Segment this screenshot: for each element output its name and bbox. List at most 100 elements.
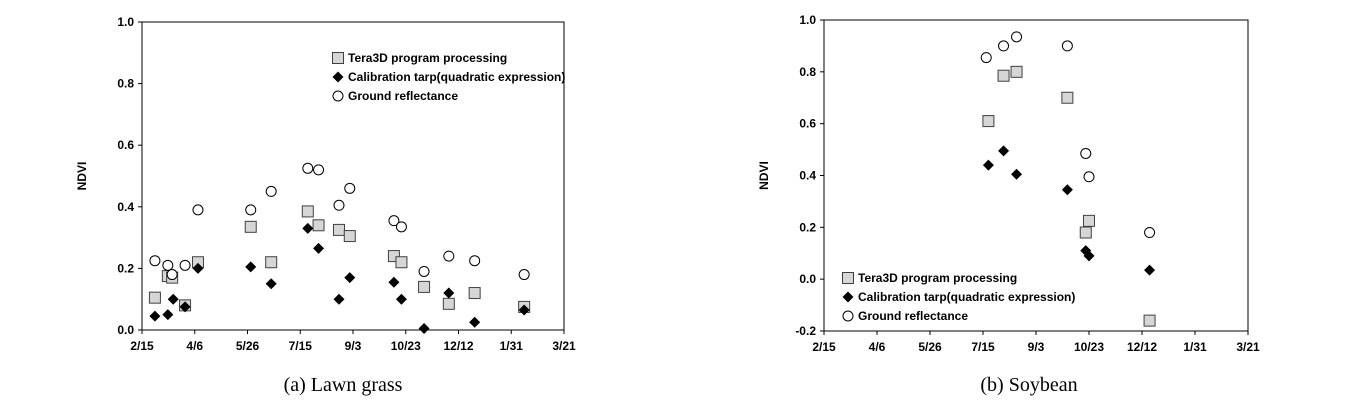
data-point-square [1143, 314, 1156, 327]
y-tick-label: 0.2 [799, 220, 816, 234]
x-tick-label: 5/26 [236, 339, 260, 353]
data-point-circle [418, 265, 430, 277]
data-point-circle [998, 40, 1010, 52]
legend-marker-circle [842, 310, 854, 322]
y-tick-label: 0.6 [117, 138, 134, 152]
legend-label: Tera3D program processing [858, 271, 1017, 285]
data-point-circle [192, 204, 204, 216]
data-point-diamond [1144, 264, 1156, 276]
x-tick-label: 5/26 [918, 340, 942, 354]
y-axis-title: NDVI [75, 162, 89, 191]
data-point-diamond [344, 272, 356, 284]
legend-marker-diamond [842, 291, 854, 303]
data-point-circle [518, 269, 530, 281]
data-point-diamond [388, 276, 400, 288]
data-point-diamond [443, 287, 455, 299]
data-point-diamond [313, 242, 325, 254]
legend: Tera3D program processing Calibration tar… [332, 51, 565, 103]
data-point-diamond [1061, 184, 1073, 196]
series-circle [149, 162, 530, 281]
data-point-circle [1011, 31, 1023, 43]
data-point-circle [1080, 147, 1092, 159]
data-point-diamond [395, 293, 407, 305]
data-point-circle [149, 255, 161, 267]
data-point-square [1010, 65, 1023, 78]
data-point-square [301, 205, 314, 218]
legend-marker-square [332, 52, 344, 64]
x-tick-label: 4/6 [869, 340, 886, 354]
plot-frame [141, 21, 565, 331]
data-point-circle [395, 221, 407, 233]
caption-soybean: (b) Soybean [980, 374, 1078, 396]
data-point-square [333, 223, 346, 236]
y-tick-label: 0.0 [117, 323, 134, 337]
legend-marker-circle [332, 90, 344, 102]
data-point-square [312, 219, 325, 232]
x-tick-label: 12/12 [1127, 340, 1157, 354]
data-point-square [1083, 214, 1095, 227]
data-point-circle [388, 215, 400, 227]
y-tick-label: 0.2 [117, 261, 134, 275]
x-tick-label: 3/21 [1236, 340, 1260, 354]
data-point-circle [443, 250, 455, 262]
legend-label: Calibration tarp(quadratic expression) [348, 70, 565, 84]
series-circle [980, 31, 1156, 239]
data-point-square [244, 220, 257, 233]
y-tick-label: 0.6 [799, 117, 816, 131]
data-point-square [982, 115, 995, 128]
data-point-square [468, 287, 481, 300]
y-tick-label: 0.4 [799, 169, 816, 183]
data-point-circle [469, 255, 481, 267]
x-tick-label: 9/3 [345, 339, 362, 353]
data-point-square [442, 297, 455, 310]
x-tick-label: 12/12 [443, 339, 473, 353]
x-tick-label: 10/23 [1074, 340, 1104, 354]
data-point-circle [344, 182, 356, 194]
data-point-square [418, 280, 431, 293]
y-tick-label: 0.4 [117, 200, 134, 214]
legend-label: Tera3D program processing [348, 51, 507, 65]
data-point-diamond [245, 261, 257, 273]
x-tick-label: 7/15 [971, 340, 995, 354]
data-point-circle [166, 269, 178, 281]
series-diamond [149, 222, 530, 334]
x-tick-label: 1/31 [500, 339, 524, 353]
legend-label: Calibration tarp(quadratic expression) [858, 290, 1075, 304]
data-point-diamond [998, 145, 1010, 157]
caption-lawn-grass: (a) Lawn grass [283, 374, 403, 396]
data-point-diamond [333, 293, 345, 305]
y-tick-label: 0.8 [799, 65, 816, 79]
data-point-circle [313, 164, 325, 176]
data-point-diamond [149, 310, 161, 322]
chart-panel-soybean: -0.2 0.0 0.2 0.4 0.6 0.8 1.0 2/15 4/6 5/26 7/15 9/3… [686, 0, 1372, 414]
data-point-square [1061, 91, 1074, 104]
data-point-diamond [982, 159, 994, 171]
series-diamond [982, 145, 1156, 276]
data-point-square [343, 230, 356, 243]
legend-marker-diamond [332, 71, 344, 83]
legend-label: Ground reflectance [348, 89, 458, 103]
data-point-diamond [302, 222, 314, 234]
data-point-square [1079, 226, 1092, 239]
data-point-square [265, 256, 278, 269]
series-square [982, 65, 1156, 327]
data-point-diamond [1080, 245, 1092, 257]
data-point-square [148, 291, 161, 304]
y-tick-label: 1.0 [799, 13, 816, 27]
data-point-circle [265, 185, 277, 197]
data-point-diamond [1011, 168, 1023, 180]
data-point-square [387, 250, 400, 263]
chart-soybean: -0.2 0.0 0.2 0.4 0.6 0.8 1.0 2/15 4/6 5/26 7/15 9/3… [757, 13, 1260, 354]
x-tick-label: 7/15 [289, 339, 313, 353]
data-point-diamond [265, 278, 277, 290]
data-point-circle [333, 199, 345, 211]
series-square [148, 205, 531, 313]
data-point-circle [1144, 227, 1156, 239]
y-tick-label: 1.0 [117, 15, 134, 29]
data-point-circle [302, 162, 314, 174]
data-point-diamond [1083, 250, 1095, 262]
data-point-circle [162, 259, 174, 271]
data-point-diamond [518, 304, 530, 316]
data-point-diamond [167, 293, 179, 305]
data-point-diamond [418, 322, 430, 334]
